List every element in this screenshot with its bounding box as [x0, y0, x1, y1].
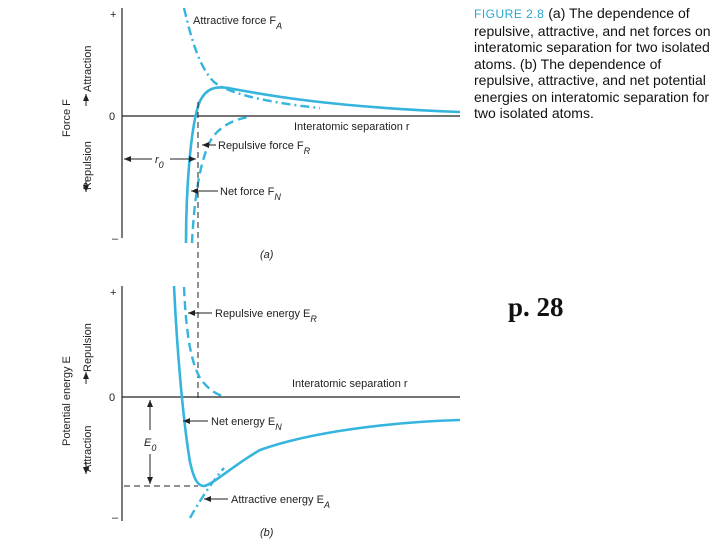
r0-label: r0: [155, 154, 164, 170]
net-energy-label: Net energy EN: [211, 416, 282, 432]
attraction-label-a: Attraction: [82, 46, 94, 92]
panel-b-tag: (b): [260, 527, 274, 539]
panel-a: + 0 – Force F Attraction Repulsion r0 At…: [61, 7, 461, 400]
repulsive-force-curve: [190, 115, 249, 244]
repulsive-force-label: Repulsive force FR: [218, 140, 311, 156]
panel-a-tag: (a): [260, 249, 274, 261]
net-energy-curve: [172, 285, 461, 488]
repulsive-energy-label: Repulsive energy ER: [215, 308, 317, 324]
minus-label-b: –: [112, 512, 119, 524]
attractive-force-curve: [182, 7, 321, 110]
attractive-energy-label: Attractive energy EA: [231, 494, 330, 510]
plus-label-b: +: [110, 287, 116, 299]
separation-label-b: Interatomic separation r: [292, 378, 408, 390]
figure-caption: FIGURE 2.8 (a) The dependence of repulsi…: [474, 5, 714, 122]
force-axis-label: Force F: [61, 99, 73, 137]
attractive-energy-curve: [188, 467, 225, 519]
figure-label: FIGURE 2.8: [474, 7, 545, 21]
repulsion-label-b: Repulsion: [82, 323, 94, 372]
attraction-label-b: Attraction: [82, 426, 94, 472]
attractive-force-label: Attractive force FA: [193, 15, 282, 31]
separation-label-a: Interatomic separation r: [294, 121, 410, 133]
plus-label-a: +: [110, 9, 116, 21]
panel-b: + 0 – Potential energy E Repulsion Attra…: [61, 285, 461, 539]
zero-label-a: 0: [109, 111, 115, 123]
repulsive-energy-curve: [182, 286, 223, 398]
page-reference: p. 28: [508, 292, 564, 322]
zero-label-b: 0: [109, 392, 115, 404]
net-force-curve: [184, 86, 461, 244]
net-force-label: Net force FN: [220, 186, 281, 202]
minus-label-a: –: [112, 233, 119, 245]
repulsion-label-a: Repulsion: [82, 141, 94, 190]
e0-label: E0: [144, 437, 156, 453]
caption-text: (a) The dependence of repulsive, attract…: [474, 5, 711, 121]
energy-axis-label: Potential energy E: [61, 356, 73, 446]
